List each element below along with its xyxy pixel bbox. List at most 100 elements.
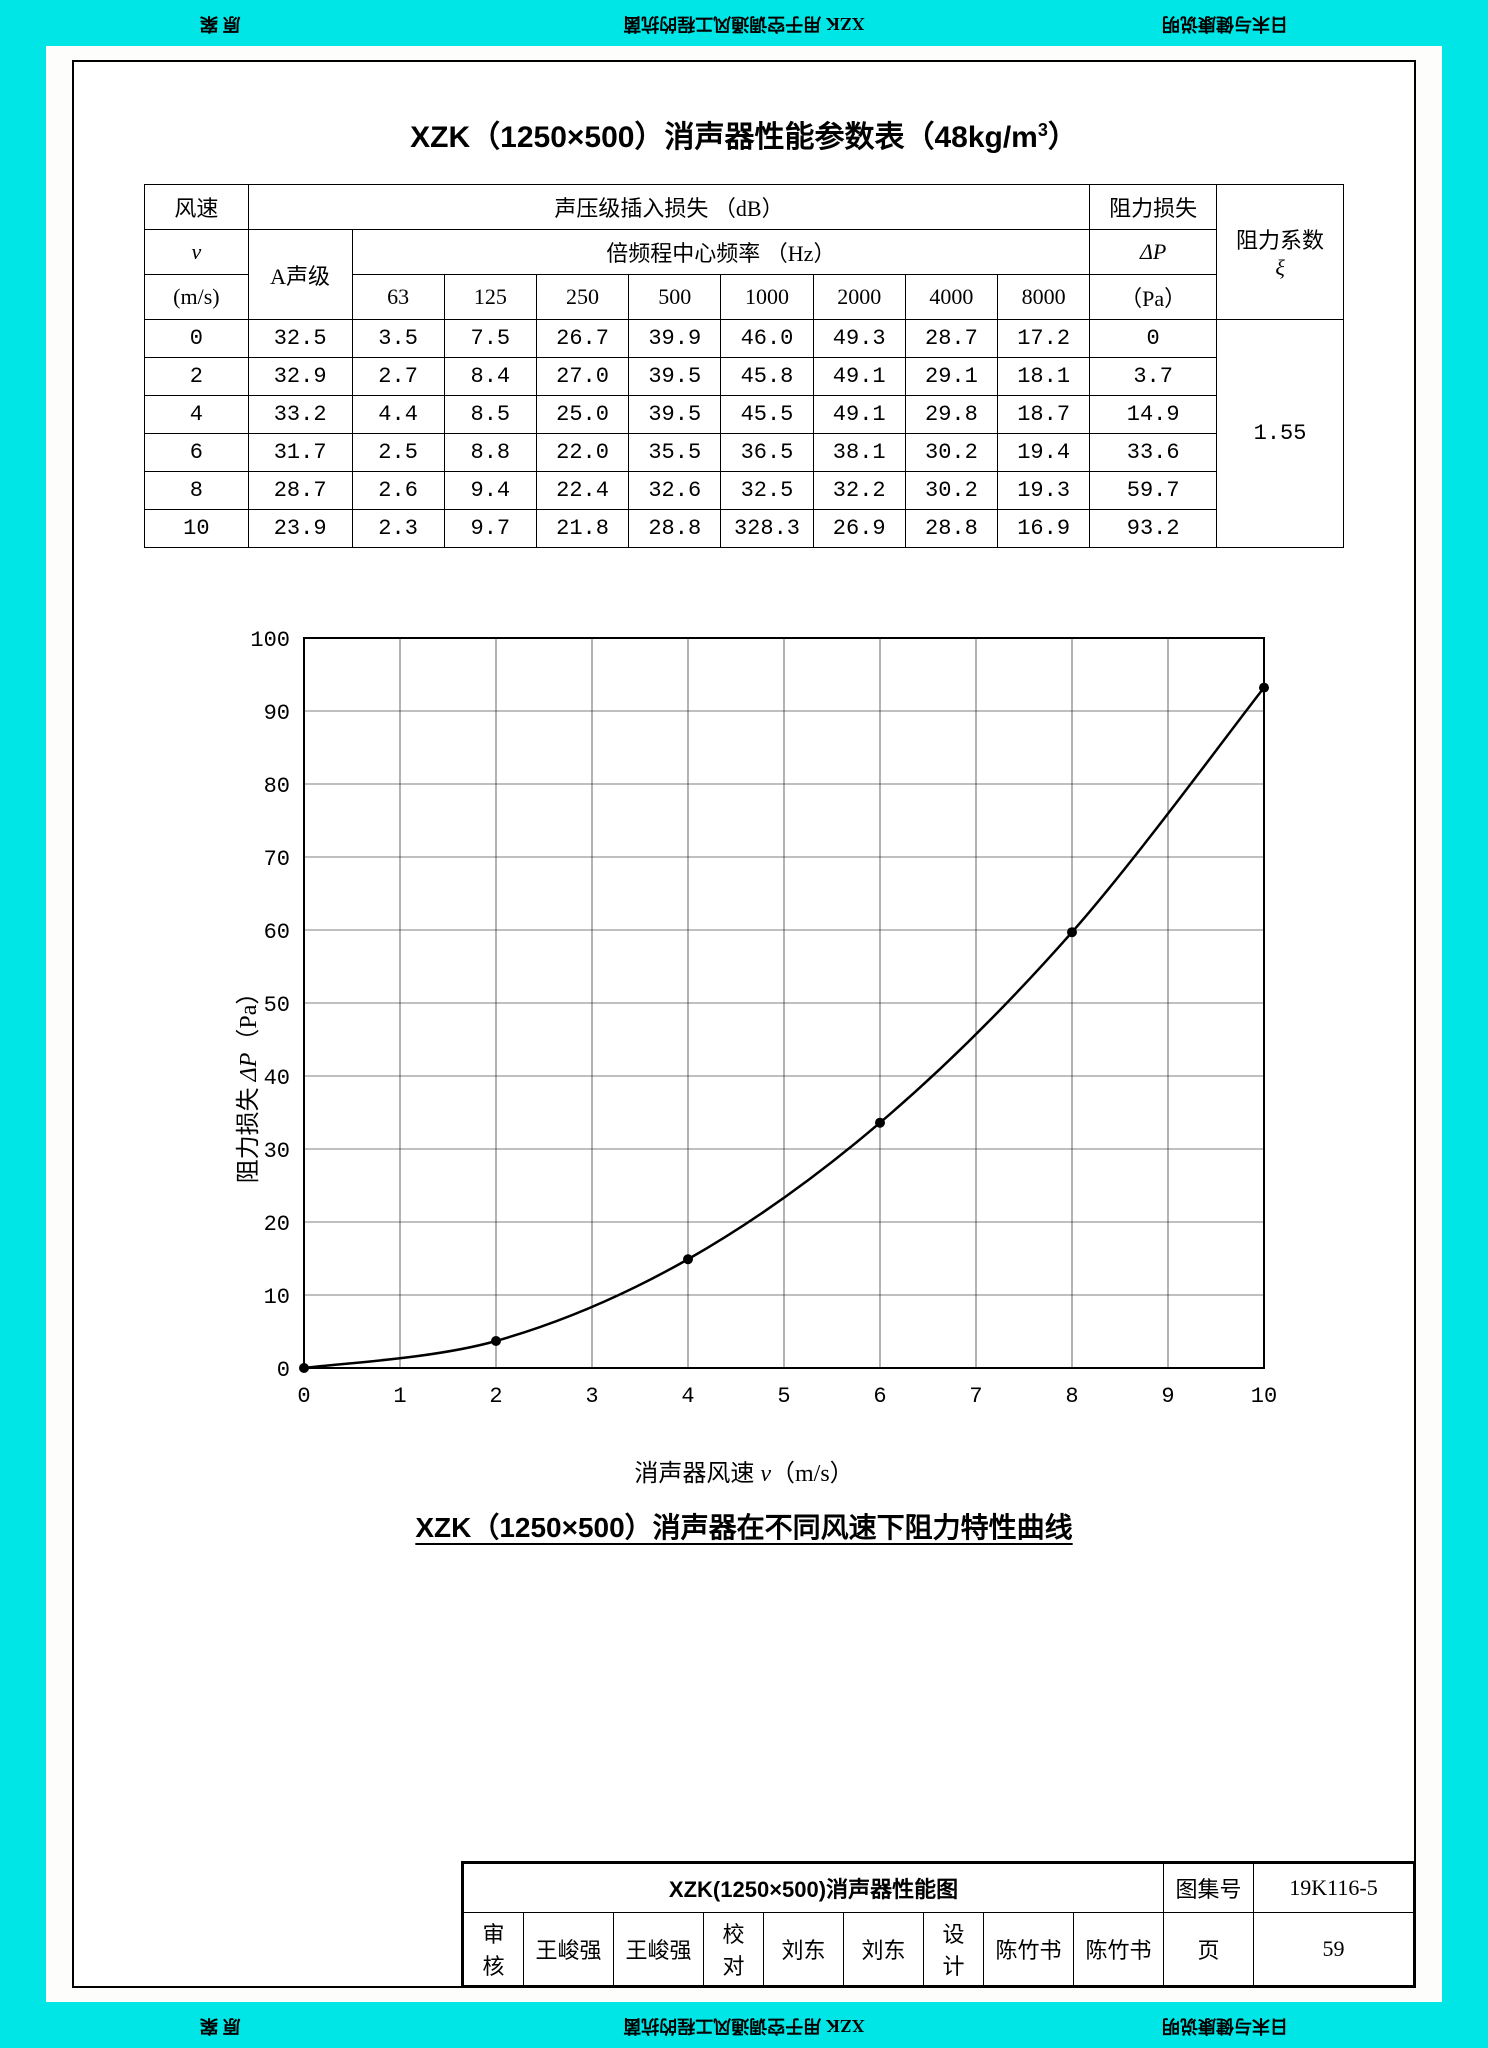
th-f6: 4000	[905, 275, 997, 320]
table-cell: 45.5	[721, 396, 813, 434]
tb-drawing-no-label: 图集号	[1164, 1864, 1254, 1913]
th-dp-1: 阻力损失	[1090, 185, 1217, 230]
th-hz: 倍频程中心频率 （Hz）	[352, 230, 1090, 275]
table-cell: 18.7	[998, 396, 1090, 434]
table-cell: 2.5	[352, 434, 444, 472]
table-cell: 14.9	[1090, 396, 1217, 434]
tb-check-sig: 刘东	[844, 1913, 924, 1986]
th-f2: 250	[536, 275, 628, 320]
table-cell: 0	[1090, 320, 1217, 358]
table-cell: 28.7	[905, 320, 997, 358]
table-row: 828.72.69.422.432.632.532.230.219.359.7	[145, 472, 1344, 510]
frame-top-bar: 原 案 XZK 用于空调通风工程的抗菌 日末与健康说明	[0, 0, 1488, 46]
frame-right-bar	[1442, 0, 1488, 2048]
frame-bottom-bar: 原 案 XZK 用于空调通风工程的抗菌 日末与健康说明	[0, 2002, 1488, 2048]
table-cell: 8.4	[444, 358, 536, 396]
tb-review-name: 王峻强	[524, 1913, 614, 1986]
frame-bottom-center-text: XZK 用于空调通风工程的抗菌	[623, 2014, 865, 2040]
frame-bottom-right-text: 日末与健康说明	[1162, 2014, 1288, 2040]
table-cell: 0	[145, 320, 249, 358]
svg-text:90: 90	[264, 701, 290, 726]
th-a: A声级	[248, 230, 352, 320]
table-cell: 18.1	[998, 358, 1090, 396]
table-cell: 23.9	[248, 510, 352, 548]
th-dp-3: （Pa）	[1090, 275, 1217, 320]
svg-text:100: 100	[250, 628, 290, 653]
table-cell: 17.2	[998, 320, 1090, 358]
tb-review-label: 审核	[464, 1913, 524, 1986]
performance-table: 风速 声压级插入损失 （dB） 阻力损失 阻力系数ξ v A声级 倍频程中心频率…	[144, 184, 1344, 548]
svg-text:10: 10	[264, 1285, 290, 1310]
table-cell: 10	[145, 510, 249, 548]
th-f7: 8000	[998, 275, 1090, 320]
table-cell: 21.8	[536, 510, 628, 548]
svg-text:30: 30	[264, 1139, 290, 1164]
tb-page-label: 页	[1164, 1913, 1254, 1986]
table-cell: 59.7	[1090, 472, 1217, 510]
svg-text:1: 1	[393, 1384, 406, 1409]
svg-text:4: 4	[681, 1384, 694, 1409]
tb-design-name: 陈竹书	[984, 1913, 1074, 1986]
table-cell: 31.7	[248, 434, 352, 472]
table-cell: 29.1	[905, 358, 997, 396]
tb-check-label: 校对	[704, 1913, 764, 1986]
table-row: 232.92.78.427.039.545.849.129.118.13.7	[145, 358, 1344, 396]
table-cell: 3.5	[352, 320, 444, 358]
table-cell: 2	[145, 358, 249, 396]
chart-x-label: 消声器风速 v（m/s）	[194, 1453, 1294, 1488]
svg-text:0: 0	[277, 1358, 290, 1383]
table-cell: 8.5	[444, 396, 536, 434]
table-row: 631.72.58.822.035.536.538.130.219.433.6	[145, 434, 1344, 472]
svg-text:50: 50	[264, 993, 290, 1018]
tb-page-no: 59	[1254, 1913, 1414, 1986]
table-cell: 30.2	[905, 434, 997, 472]
table-row: 1023.92.39.721.828.8328.326.928.816.993.…	[145, 510, 1344, 548]
table-cell: 32.6	[629, 472, 721, 510]
table-cell: 33.2	[248, 396, 352, 434]
table-cell: 38.1	[813, 434, 905, 472]
svg-text:6: 6	[873, 1384, 886, 1409]
th-f5: 2000	[813, 275, 905, 320]
table-cell: 32.5	[248, 320, 352, 358]
svg-text:60: 60	[264, 920, 290, 945]
svg-text:70: 70	[264, 847, 290, 872]
title-block: XZK(1250×500)消声器性能图 图集号 19K116-5 审核 王峻强 …	[461, 1861, 1414, 1986]
table-cell: 6	[145, 434, 249, 472]
tb-design-label: 设计	[924, 1913, 984, 1986]
table-cell: 19.4	[998, 434, 1090, 472]
frame-bottom-left-text: 原 案	[200, 2014, 241, 2040]
frame-top-right-text: 日末与健康说明	[1162, 12, 1288, 38]
table-cell: 46.0	[721, 320, 813, 358]
table-cell: 30.2	[905, 472, 997, 510]
table-cell: 49.1	[813, 396, 905, 434]
svg-text:8: 8	[1065, 1384, 1078, 1409]
table-cell: 36.5	[721, 434, 813, 472]
resistance-chart: 0123456789100102030405060708090100	[194, 618, 1294, 1438]
table-cell: 22.0	[536, 434, 628, 472]
th-f0: 63	[352, 275, 444, 320]
table-cell: 93.2	[1090, 510, 1217, 548]
svg-text:7: 7	[969, 1384, 982, 1409]
table-cell: 3.7	[1090, 358, 1217, 396]
table-cell: 39.5	[629, 396, 721, 434]
table-cell: 32.9	[248, 358, 352, 396]
table-title: XZK（1250×500）消声器性能参数表（48kg/m3）	[104, 112, 1384, 156]
svg-text:40: 40	[264, 1066, 290, 1091]
table-cell: 9.7	[444, 510, 536, 548]
th-db: 声压级插入损失 （dB）	[248, 185, 1090, 230]
table-cell: 28.7	[248, 472, 352, 510]
table-cell: 22.4	[536, 472, 628, 510]
th-speed-2: v	[145, 230, 249, 275]
table-cell: 26.7	[536, 320, 628, 358]
table-cell: 2.3	[352, 510, 444, 548]
table-cell: 49.3	[813, 320, 905, 358]
table-cell: 35.5	[629, 434, 721, 472]
table-cell: 39.9	[629, 320, 721, 358]
svg-text:3: 3	[585, 1384, 598, 1409]
table-cell: 8.8	[444, 434, 536, 472]
tb-main-title: XZK(1250×500)消声器性能图	[464, 1864, 1164, 1913]
table-cell: 9.4	[444, 472, 536, 510]
th-f4: 1000	[721, 275, 813, 320]
chart-y-label: 阻力损失 ΔP（Pa）	[228, 981, 263, 1184]
page-frame: 原 案 XZK 用于空调通风工程的抗菌 日末与健康说明 原 案 XZK 用于空调…	[0, 0, 1488, 2048]
